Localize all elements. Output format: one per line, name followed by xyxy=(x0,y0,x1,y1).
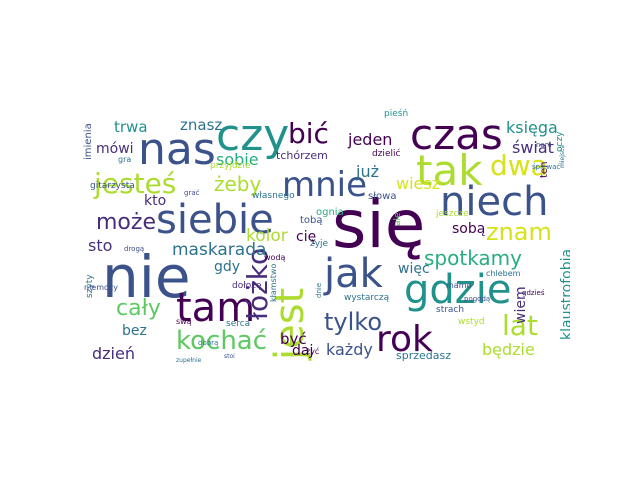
word-serca: serca xyxy=(226,319,251,329)
word-zeby: żeby xyxy=(214,172,262,196)
word-ksiega: księga xyxy=(506,118,558,137)
word-woda: wodą xyxy=(264,253,286,262)
word-znasz: znasz xyxy=(180,116,223,134)
word-daj: daj xyxy=(292,343,314,359)
word-sprzedasz: sprzedasz xyxy=(396,349,452,362)
word-jeszcze: jeszcze xyxy=(436,209,469,219)
word-czy: czy xyxy=(216,110,290,161)
word-cloud: się nie czy nas czas tak siebie niech ja… xyxy=(80,108,570,373)
word-dwa: dwa xyxy=(490,149,548,182)
word-maskarada: maskarada xyxy=(172,240,267,260)
word-imienia: imienia xyxy=(83,123,94,160)
word-dzien: dzień xyxy=(92,344,135,363)
word-spotkamy: spotkamy xyxy=(424,246,522,270)
word-gitarzysta: gitarzysta xyxy=(90,181,135,191)
word-dnie: dnie xyxy=(315,282,323,298)
word-klaustrofobia: klaustrofobia xyxy=(559,248,570,340)
word-ognia: ognia xyxy=(316,207,344,218)
word-znam: znam xyxy=(486,218,552,246)
word-miejsca: miejsca xyxy=(559,145,566,168)
word-slowa: słowa xyxy=(368,191,397,202)
word-tylko: tylko xyxy=(324,308,383,336)
word-spiewac: śpiewać xyxy=(532,163,561,171)
word-sie: się xyxy=(332,186,426,263)
word-toba: tobą xyxy=(300,215,323,226)
word-gdy: gdy xyxy=(214,259,241,275)
word-zupelnie: zupełnie xyxy=(176,357,202,364)
word-ale: ale xyxy=(393,212,403,226)
word-bic: bić xyxy=(288,117,329,150)
word-dobra: dobrą xyxy=(198,339,219,347)
word-dzielic: dzielić xyxy=(372,149,401,159)
word-zyc: żyć xyxy=(306,347,320,356)
word-trwa: trwa xyxy=(114,118,148,136)
word-sto: sto xyxy=(88,236,113,255)
word-droga: drogą xyxy=(124,245,145,253)
word-wlasnego: własnego xyxy=(252,191,295,201)
word-kazdy: każdy xyxy=(326,340,373,359)
word-klamstwo: kłamstwo xyxy=(269,263,278,302)
word-byc: być xyxy=(280,330,307,348)
word-grac: grać xyxy=(184,189,200,197)
word-bedzie: będzie xyxy=(482,340,535,359)
word-nie: nie xyxy=(102,243,191,311)
word-nas: nas xyxy=(138,124,216,175)
word-kto: kto xyxy=(144,193,167,209)
word-doloze: dołożę xyxy=(232,281,262,291)
word-gdzies: gdzieś xyxy=(522,289,545,297)
word-juz: już xyxy=(356,162,379,181)
word-gdzie: gdzie xyxy=(404,267,512,313)
word-czas: czas xyxy=(410,110,503,159)
word-soba: sobą xyxy=(452,221,486,237)
word-piesn: pieśń xyxy=(384,109,409,119)
word-chlebem: chlebem xyxy=(486,269,521,278)
word-przyjdzie: przyjdzie xyxy=(210,161,251,171)
word-kochac: kochać xyxy=(176,326,268,356)
word-strach: strach xyxy=(436,305,465,315)
word-nam: nam xyxy=(536,141,552,149)
word-rok: rok xyxy=(376,319,433,360)
word-jestes: jesteś xyxy=(94,167,177,200)
word-zyje: żyje xyxy=(310,239,329,249)
word-mnie: mnie xyxy=(282,165,368,205)
word-gra: gra xyxy=(118,155,132,164)
word-wiec: więc xyxy=(398,261,430,277)
word-stoi: stoi xyxy=(224,353,235,360)
word-siebie: siebie xyxy=(156,197,274,243)
word-swiat: świat xyxy=(512,138,554,157)
word-jeden: jeden xyxy=(348,130,393,149)
word-lat: lat xyxy=(502,309,538,342)
word-tam: tam xyxy=(176,285,256,331)
word-mowi: mówi xyxy=(96,141,134,157)
word-tchorzem: tchórzem xyxy=(276,149,328,162)
word-bez: bez xyxy=(122,323,147,339)
word-wiesz: wiesz xyxy=(396,174,441,193)
word-cie: cię xyxy=(296,229,317,245)
word-niemocy: niemocy xyxy=(84,283,119,292)
word-moze: może xyxy=(96,210,156,235)
word-niech: niech xyxy=(440,179,549,225)
word-tak: tak xyxy=(416,146,483,195)
word-jak: jak xyxy=(324,251,383,297)
word-mamo: mamo xyxy=(446,281,472,290)
word-swa: swą xyxy=(176,317,192,326)
word-pogoda: pogodą xyxy=(464,295,491,303)
word-wystarcza: wystarczą xyxy=(344,293,390,303)
word-sobie: sobie xyxy=(216,150,259,169)
word-caly: cały xyxy=(116,296,161,321)
word-wstyd: wstyd xyxy=(458,317,485,327)
word-kolor: kolor xyxy=(246,226,288,246)
